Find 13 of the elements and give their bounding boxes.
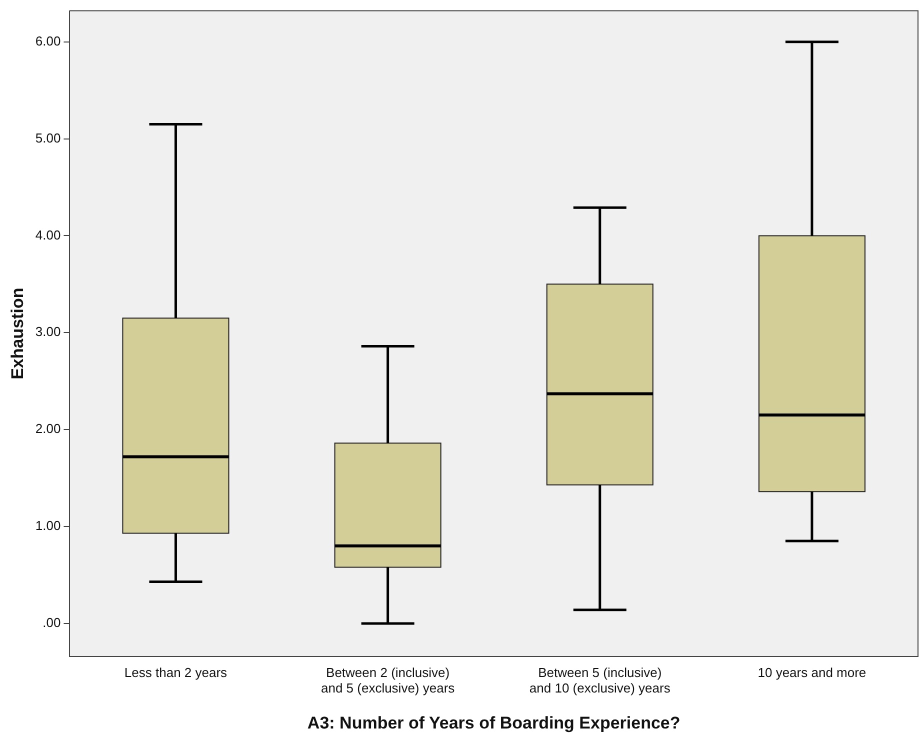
x-tick-label: Less than 2 years: [124, 664, 228, 680]
x-tick-label: 10 years and more: [758, 664, 866, 680]
y-tick-label: .00: [42, 615, 61, 630]
y-tick-label: 4.00: [35, 227, 61, 242]
x-tick-label: Between 5 (inclusive) and 10 (exclusive) years: [529, 664, 671, 696]
y-tick-label: 6.00: [35, 33, 61, 48]
x-tick-label: Between 2 (inclusive) and 5 (exclusive) years: [320, 664, 456, 696]
y-tick-label: 2.00: [35, 421, 61, 436]
y-tick-label: 1.00: [35, 518, 61, 534]
y-tick-label: 3.00: [35, 324, 61, 340]
y-axis-title: Exhaustion: [8, 288, 27, 380]
y-tick-label: 5.00: [35, 130, 61, 146]
x-axis-title: A3: Number of Years of Boarding Experience?: [307, 713, 680, 732]
